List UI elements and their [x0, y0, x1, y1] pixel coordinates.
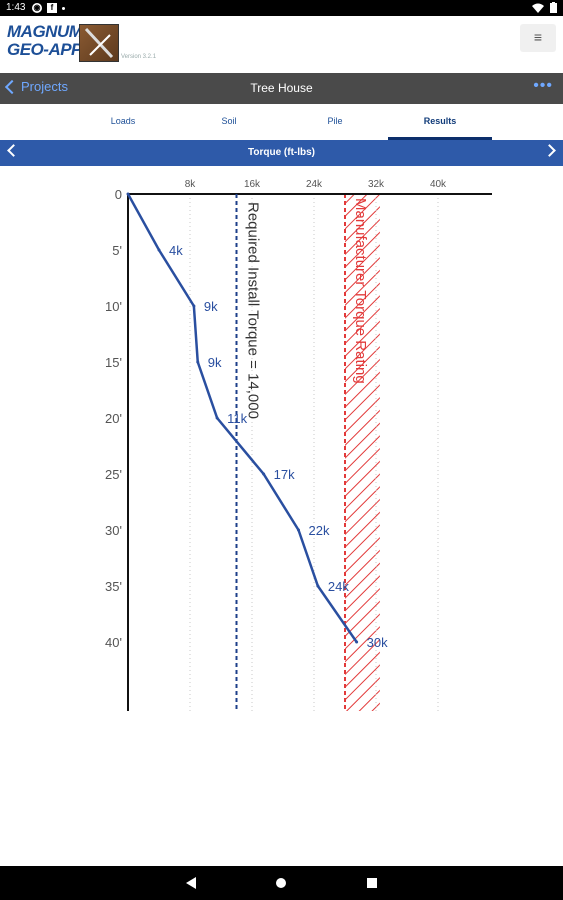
y-tick-label: 15'	[105, 355, 122, 370]
torque-data-point	[297, 528, 300, 532]
wifi-icon	[532, 3, 544, 13]
y-tick-label: 20'	[105, 411, 122, 426]
status-bar: 1:43 ◉ f	[0, 0, 563, 16]
torque-depth-chart: 8k 16k 24k 32k 40k 0 5' 10' 15' 20' 25' 30' 35' 40' Re…	[105, 179, 492, 711]
more-notifications-icon	[62, 7, 65, 10]
x-tick-label: 24k	[306, 179, 323, 190]
chart-title: Torque (ft-lbs)	[247, 147, 316, 158]
page-title: Tree House	[250, 81, 313, 95]
hamburger-menu-button[interactable]: ≡	[520, 24, 556, 52]
system-recents-icon[interactable]	[367, 878, 377, 888]
back-button[interactable]: Projects	[4, 79, 68, 94]
tab-results[interactable]: Results	[423, 116, 457, 126]
x-tick-label: 8k	[185, 179, 197, 190]
logo-pile-image	[79, 24, 119, 62]
torque-data-point	[355, 640, 359, 644]
x-tick-label: 32k	[368, 179, 385, 190]
y-tick-label: 40'	[105, 635, 122, 650]
y-tick-label: 35'	[105, 579, 122, 594]
tab-loads[interactable]: Loads	[110, 116, 136, 126]
back-label: Projects	[21, 79, 68, 94]
app-version: Version 3.2.1	[121, 54, 157, 60]
nav-bar: Projects Tree House •••	[0, 73, 563, 104]
torque-data-point	[196, 360, 200, 364]
android-nav-bar	[0, 866, 563, 900]
battery-icon	[550, 2, 557, 13]
y-tick-label: 0	[115, 187, 122, 202]
y-tick-label: 30'	[105, 523, 122, 538]
torque-data-label: 4k	[169, 243, 183, 258]
torque-data-label: 9k	[204, 299, 218, 314]
x-tick-label: 40k	[430, 179, 447, 190]
manufacturer-rating-band	[345, 194, 380, 711]
status-time: 1:43	[6, 2, 26, 13]
x-tick-label: 16k	[244, 179, 261, 190]
y-tick-label: 5'	[112, 243, 122, 258]
torque-data-label: 30k	[367, 635, 388, 650]
torque-data-point	[157, 248, 161, 252]
torque-data-point	[316, 584, 320, 588]
y-tick-label: 25'	[105, 467, 122, 482]
system-back-icon[interactable]	[186, 877, 196, 889]
torque-data-point	[192, 304, 196, 308]
torque-data-point	[262, 472, 266, 476]
app-notification-icon: ◉	[32, 3, 42, 13]
ellipsis-icon[interactable]: •••	[533, 77, 553, 94]
torque-data-point	[126, 192, 130, 196]
tab-soil[interactable]: Soil	[221, 116, 237, 126]
manufacturer-rating-label: Manufacturer Torque Rating	[352, 198, 369, 384]
app-header: MAGNUM GEO-APP Version 3.2.1 ≡	[0, 16, 563, 73]
tab-pile[interactable]: Pile	[327, 116, 343, 126]
magnum-logo: MAGNUM GEO-APP	[7, 22, 119, 67]
required-install-torque-label: Required Install Torque = 14,000	[245, 202, 262, 419]
logo-text-line1: MAGNUM	[7, 22, 83, 41]
torque-data-point	[215, 416, 219, 420]
torque-data-label: 9k	[208, 355, 222, 370]
torque-data-label: 22k	[309, 523, 330, 538]
tab-bar: Loads Soil Pile Results	[0, 104, 563, 140]
y-tick-label: 10'	[105, 299, 122, 314]
active-tab-indicator	[388, 137, 492, 140]
torque-data-label: 17k	[274, 467, 295, 482]
facebook-notification-icon: f	[47, 3, 57, 13]
chart-header: Torque (ft-lbs)	[0, 140, 563, 166]
torque-data-label: 24k	[328, 579, 349, 594]
system-home-icon[interactable]	[276, 878, 286, 888]
torque-data-label: 11k	[227, 411, 247, 426]
logo-text-line2: GEO-APP	[7, 40, 82, 59]
